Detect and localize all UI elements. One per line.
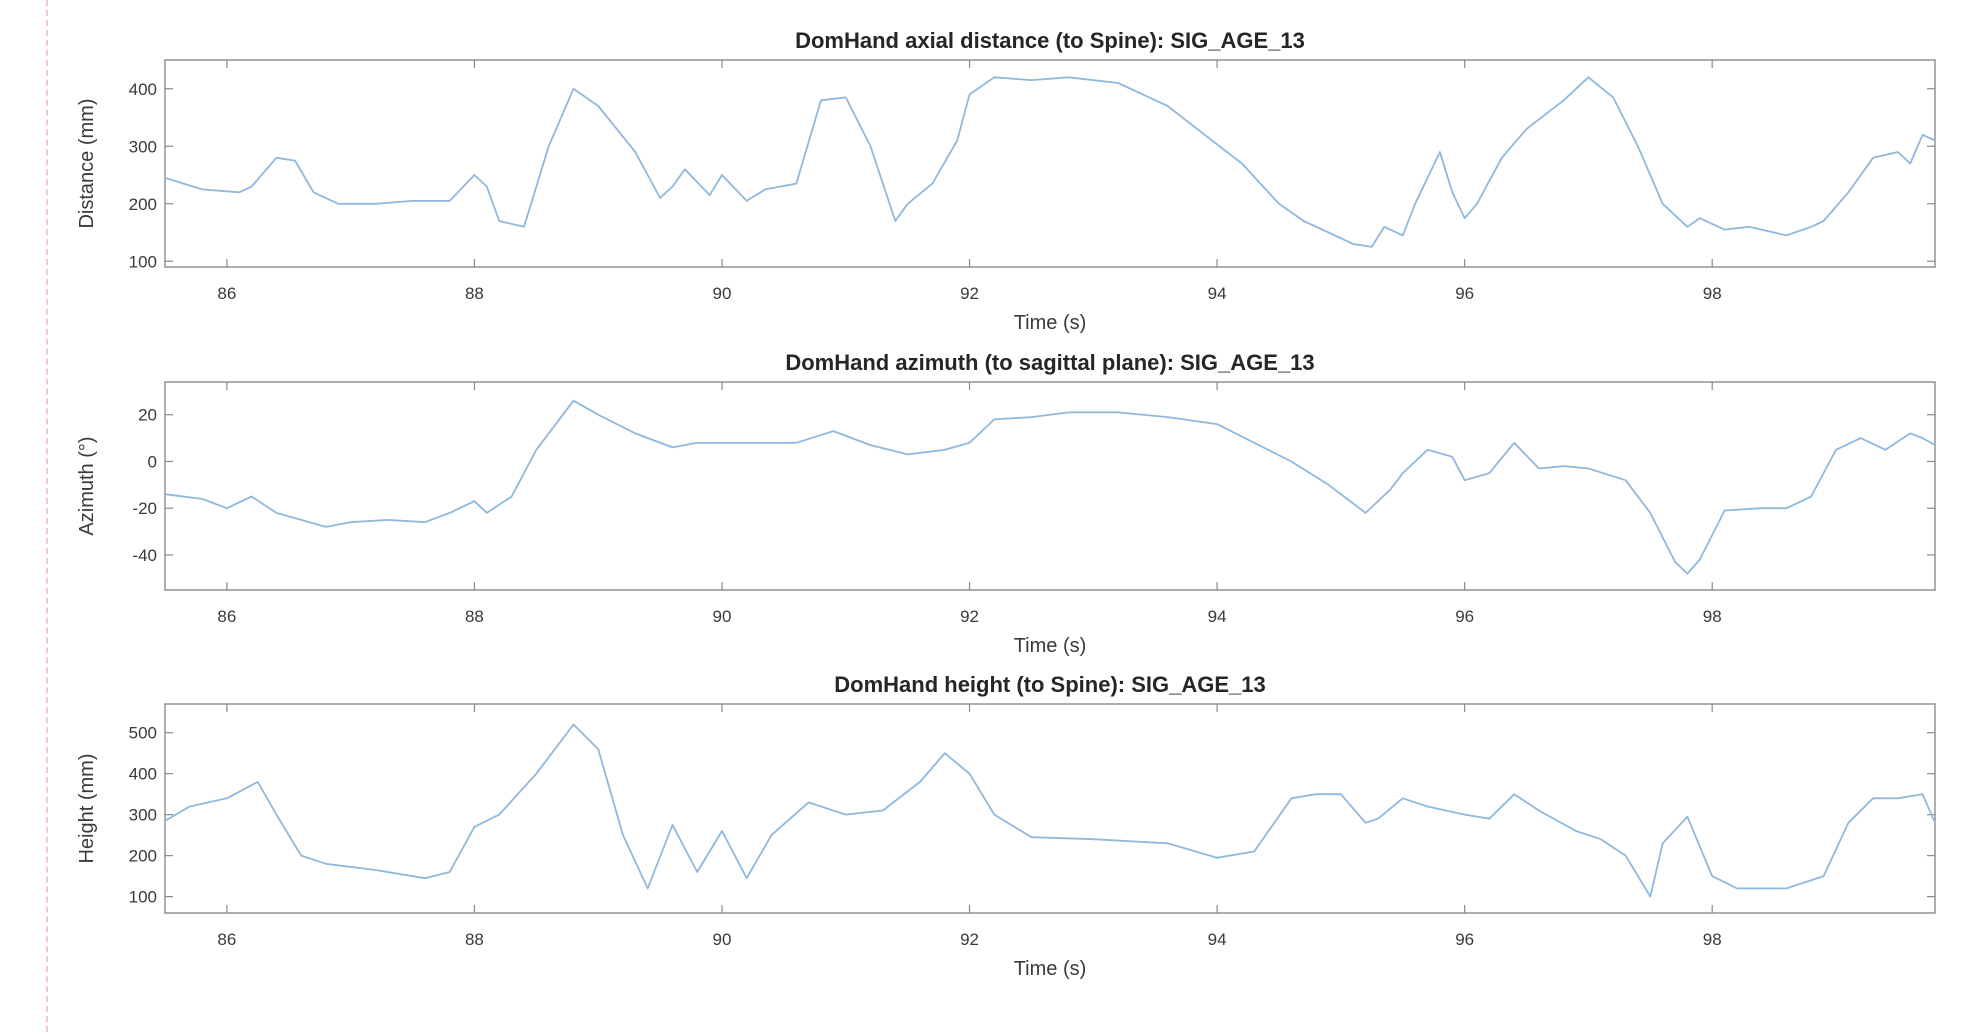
- chart-title: DomHand azimuth (to sagittal plane): SIG…: [785, 350, 1314, 375]
- x-tick-label: 94: [1208, 930, 1227, 949]
- chart-height: DomHand height (to Spine): SIG_AGE_13 86 8…: [76, 672, 1936, 980]
- x-tick-label: 92: [960, 607, 979, 626]
- x-tick-label: 96: [1455, 284, 1474, 303]
- y-tick-label: 20: [138, 406, 157, 425]
- y-tick-label: 200: [129, 847, 157, 866]
- y-tick-label: 300: [129, 137, 157, 156]
- y-tick-label: 400: [129, 80, 157, 99]
- x-axis-label: Time (s): [1014, 312, 1087, 334]
- y-axis-label: Height (mm): [76, 753, 98, 863]
- x-tick-label: 92: [960, 930, 979, 949]
- y-tick-label: 0: [148, 452, 157, 471]
- x-tick-label: 90: [713, 930, 732, 949]
- y-tick-label: 500: [129, 724, 157, 743]
- series-line: [164, 399, 1936, 575]
- x-tick-label: 96: [1455, 607, 1474, 626]
- y-tick-label: -20: [132, 499, 157, 518]
- chart-title: DomHand height (to Spine): SIG_AGE_13: [834, 672, 1265, 697]
- chart-axial-distance: DomHand axial distance (to Spine): SIG_A…: [76, 28, 1936, 334]
- series-line: [164, 723, 1936, 898]
- x-tick-label: 98: [1703, 930, 1722, 949]
- x-tick-label: 86: [217, 930, 236, 949]
- x-tick-label: 96: [1455, 930, 1474, 949]
- x-tick-label: 86: [217, 607, 236, 626]
- y-tick-label: -40: [132, 546, 157, 565]
- x-tick-label: 88: [465, 607, 484, 626]
- y-tick-label: 100: [129, 252, 157, 271]
- x-tick-label: 98: [1703, 607, 1722, 626]
- y-tick-label: 200: [129, 195, 157, 214]
- page-margin-guide: [46, 0, 48, 1032]
- x-tick-label: 94: [1208, 607, 1227, 626]
- plot-area: [164, 59, 1936, 268]
- x-tick-label: 88: [465, 930, 484, 949]
- x-tick-label: 90: [713, 284, 732, 303]
- x-tick-label: 94: [1208, 284, 1227, 303]
- x-tick-label: 86: [217, 284, 236, 303]
- series-line: [164, 76, 1936, 248]
- plot-area: [164, 381, 1936, 591]
- x-axis-label: Time (s): [1014, 958, 1087, 980]
- y-axis-label: Distance (mm): [76, 98, 98, 228]
- y-axis-label: Azimuth (°): [76, 436, 98, 535]
- x-tick-label: 98: [1703, 284, 1722, 303]
- y-tick-label: 400: [129, 765, 157, 784]
- chart-title: DomHand axial distance (to Spine): SIG_A…: [795, 28, 1305, 53]
- y-tick-label: 100: [129, 888, 157, 907]
- plot-area: [164, 703, 1936, 914]
- y-tick-label: 300: [129, 806, 157, 825]
- x-axis-label: Time (s): [1014, 635, 1087, 657]
- chart-azimuth: DomHand azimuth (to sagittal plane): SIG…: [76, 350, 1936, 657]
- x-tick-label: 90: [713, 607, 732, 626]
- x-tick-label: 92: [960, 284, 979, 303]
- x-tick-label: 88: [465, 284, 484, 303]
